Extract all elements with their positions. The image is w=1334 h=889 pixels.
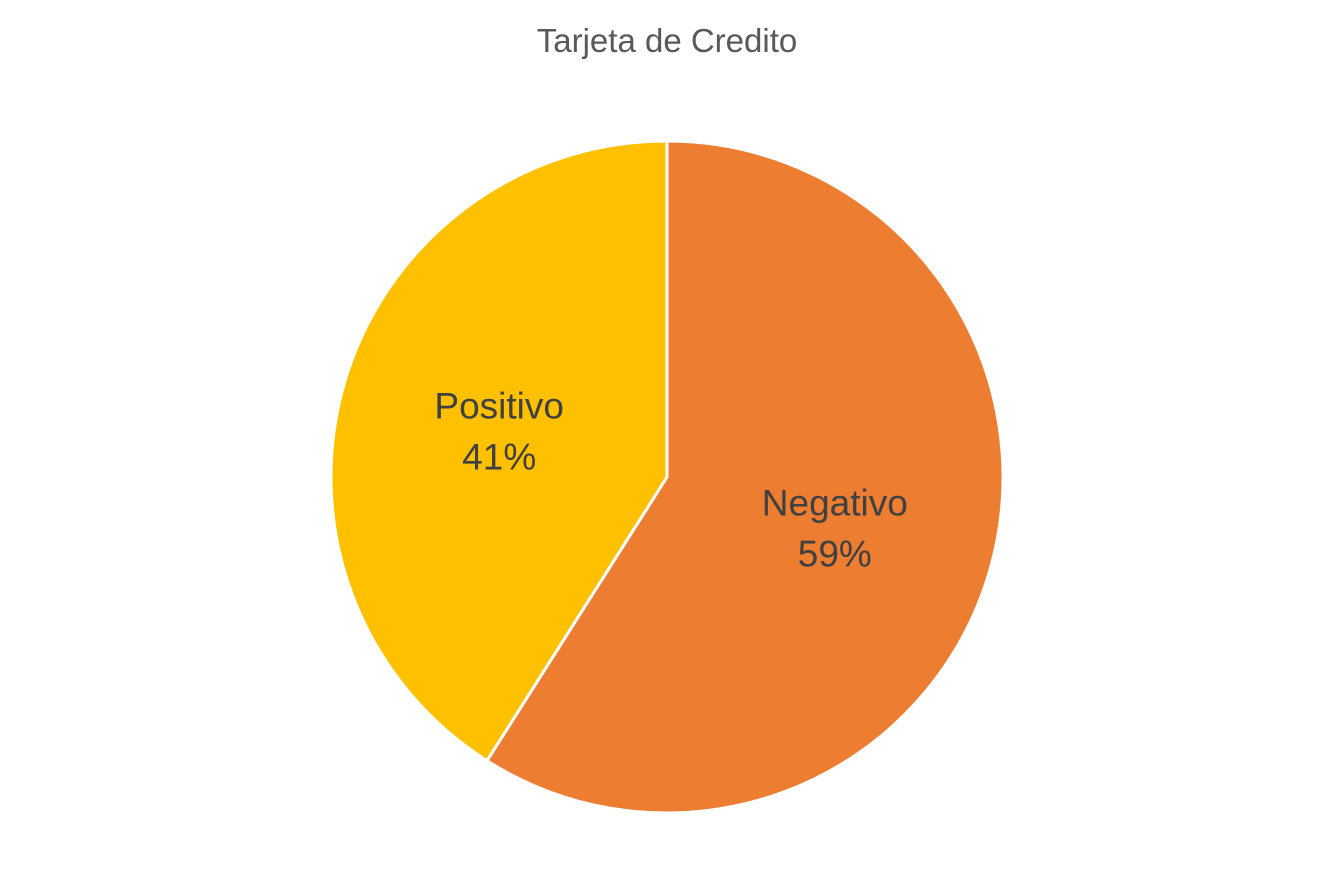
slice-label-positivo: Positivo [434, 385, 564, 426]
pie-slice-negativo [485, 139, 1005, 815]
chart-title: Tarjeta de Credito [537, 22, 797, 59]
slice-percent-positivo: 41% [462, 436, 536, 477]
slice-percent-negativo: 59% [798, 534, 872, 575]
slice-label-negativo: Negativo [762, 483, 908, 524]
pie-labels: Negativo 59% Positivo 41% [434, 385, 907, 574]
pie-slices [329, 139, 1005, 815]
pie-slice-positivo [329, 139, 669, 763]
